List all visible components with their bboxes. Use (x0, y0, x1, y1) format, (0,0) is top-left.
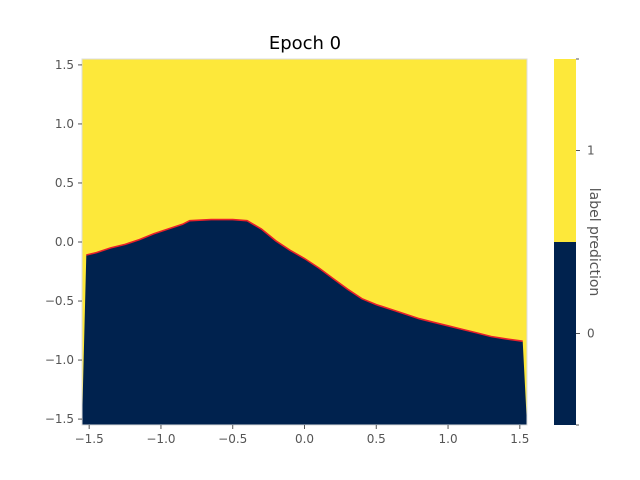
y-tick: 0.5 (55, 176, 82, 190)
decision-boundary (86, 218, 523, 342)
colorbar: 10 label prediction (554, 58, 602, 426)
x-tick: 1.5 (510, 425, 529, 446)
x-tick: 0.5 (367, 425, 386, 446)
x-tick-label: −1.5 (75, 432, 104, 446)
x-tick-label: 1.5 (510, 432, 529, 446)
y-tick: 0.0 (55, 235, 82, 249)
y-tick: 1.0 (55, 117, 82, 131)
colorbar-tick-label: 0 (587, 327, 595, 341)
x-tick: 1.0 (439, 425, 458, 446)
y-axis: −1.5 −1.0 −0.5 0.0 0.5 1.0 1.5 (45, 58, 82, 426)
x-tick: −1.5 (75, 425, 104, 446)
y-tick: 1.5 (55, 58, 82, 72)
x-tick: −1.0 (146, 425, 176, 446)
y-tick-label: 1.5 (55, 58, 74, 72)
y-tick-label: 1.0 (55, 117, 74, 131)
plot-area (81, 58, 528, 426)
y-tick-label: 0.0 (55, 235, 74, 249)
colorbar-ticks: 10 (576, 58, 595, 426)
lower-region (82, 219, 527, 425)
y-tick: −1.5 (45, 412, 82, 426)
x-tick-label: 0.0 (295, 432, 314, 446)
colorbar-tick-label: 1 (587, 144, 595, 158)
x-tick-label: −1.0 (146, 432, 175, 446)
colorbar-tick: 1 (576, 144, 595, 158)
colorbar-label: label prediction (586, 188, 602, 297)
colorbar-tick: 0 (576, 327, 595, 341)
y-tick-label: 0.5 (55, 176, 74, 190)
y-tick-label: −1.5 (45, 412, 74, 426)
x-tick: 0.0 (295, 425, 314, 446)
chart-title: Epoch 0 (269, 33, 341, 54)
y-tick: −1.0 (45, 353, 82, 367)
y-tick: −0.5 (45, 294, 82, 308)
x-tick: −0.5 (218, 425, 247, 446)
x-tick-label: 0.5 (367, 432, 386, 446)
x-axis: −1.5 −1.0 −0.5 0.0 0.5 1.0 1.5 (75, 425, 529, 446)
colorbar-segment-0 (554, 242, 576, 425)
x-tick-label: −0.5 (218, 432, 247, 446)
x-tick-label: 1.0 (439, 432, 458, 446)
y-tick-label: −0.5 (45, 294, 74, 308)
colorbar-segment-1 (554, 59, 576, 242)
y-tick-label: −1.0 (45, 353, 74, 367)
